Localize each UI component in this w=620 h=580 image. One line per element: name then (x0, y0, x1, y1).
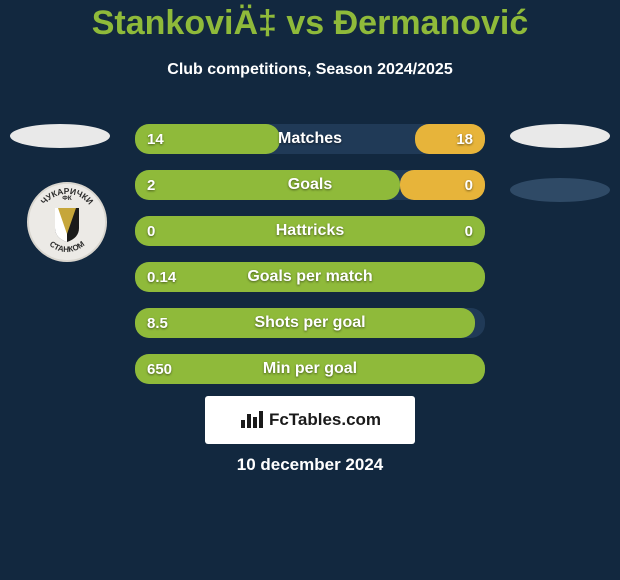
stat-row: Goals per match0.14 (135, 262, 485, 292)
stat-row: Hattricks00 (135, 216, 485, 246)
page-title: StankoviÄ‡ vs Đermanović (0, 4, 620, 43)
stat-bar-left (135, 170, 400, 200)
stats-chart: Matches1418Goals20Hattricks00Goals per m… (135, 124, 485, 400)
stat-bar-left (135, 308, 475, 338)
stat-bar-left (135, 354, 485, 384)
bars-icon (239, 410, 265, 430)
attribution-text: FcTables.com (269, 410, 381, 430)
stat-bar-left (135, 262, 485, 292)
stat-row: Shots per goal8.5 (135, 308, 485, 338)
player-left-pill (10, 124, 110, 148)
stat-value-right: 0 (465, 170, 473, 200)
stat-value-left: 650 (147, 354, 172, 384)
club-crest-icon: ЧУКАРИЧКИ СТАНКОМ ФК (27, 182, 107, 262)
stat-row: Goals20 (135, 170, 485, 200)
player-right-pill-top (510, 124, 610, 148)
stat-value-right: 0 (465, 216, 473, 246)
footer-date: 10 december 2024 (0, 455, 620, 475)
stat-value-left: 0.14 (147, 262, 176, 292)
stat-bar-right (415, 124, 485, 154)
stat-bar-left (135, 216, 485, 246)
stat-row: Matches1418 (135, 124, 485, 154)
stat-value-left: 14 (147, 124, 164, 154)
stat-value-left: 2 (147, 170, 155, 200)
page-subtitle: Club competitions, Season 2024/2025 (0, 61, 620, 79)
stat-value-left: 8.5 (147, 308, 168, 338)
stat-value-right: 18 (456, 124, 473, 154)
stat-row: Min per goal650 (135, 354, 485, 384)
comparison-infographic: StankoviÄ‡ vs Đermanović Club competitio… (0, 0, 620, 580)
player-right-pill-bottom (510, 178, 610, 202)
club-badge-left: ЧУКАРИЧКИ СТАНКОМ ФК (27, 182, 107, 262)
stat-value-left: 0 (147, 216, 155, 246)
svg-text:ФК: ФК (62, 195, 72, 202)
attribution-badge: FcTables.com (205, 396, 415, 444)
